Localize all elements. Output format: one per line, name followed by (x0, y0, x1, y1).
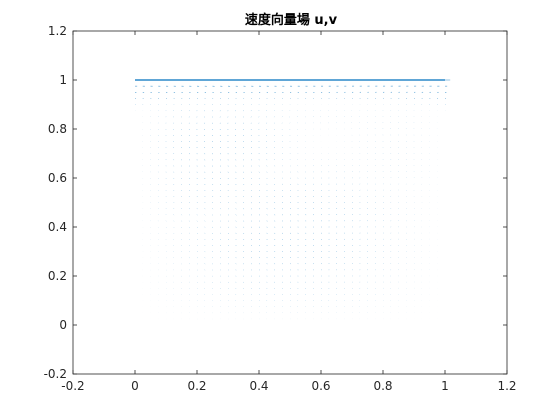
x-tick-label: 0.4 (249, 379, 268, 393)
vector-arrows (135, 79, 451, 320)
axes-box (72, 30, 508, 375)
x-tick-label: 0 (131, 379, 139, 393)
x-axis-ticks: -0.2 0 0.2 0.4 0.6 0.8 1 1.2 (61, 31, 517, 393)
y-tick-label: -0.2 (44, 367, 67, 381)
vector-field (135, 79, 451, 320)
x-tick-label: -0.2 (61, 379, 84, 393)
y-tick-label: 0 (59, 318, 67, 332)
x-tick-label: 1.2 (497, 379, 516, 393)
y-axis-ticks: -0.2 0 0.2 0.4 0.6 0.8 1 1.2 (44, 24, 507, 381)
y-tick-label: 0.6 (48, 171, 67, 185)
axes-frame (72, 30, 508, 375)
y-tick-label: 0.4 (48, 220, 67, 234)
y-tick-label: 1 (59, 73, 67, 87)
y-tick-label: 0.8 (48, 122, 67, 136)
y-tick-label: 1.2 (48, 24, 67, 38)
x-tick-label: 1 (441, 379, 449, 393)
y-tick-label: 0.2 (48, 269, 67, 283)
x-tick-label: 0.8 (373, 379, 392, 393)
x-tick-label: 0.6 (311, 379, 330, 393)
x-tick-label: 0.2 (187, 379, 206, 393)
chart-title: 速度向量場 u,v (245, 12, 338, 28)
